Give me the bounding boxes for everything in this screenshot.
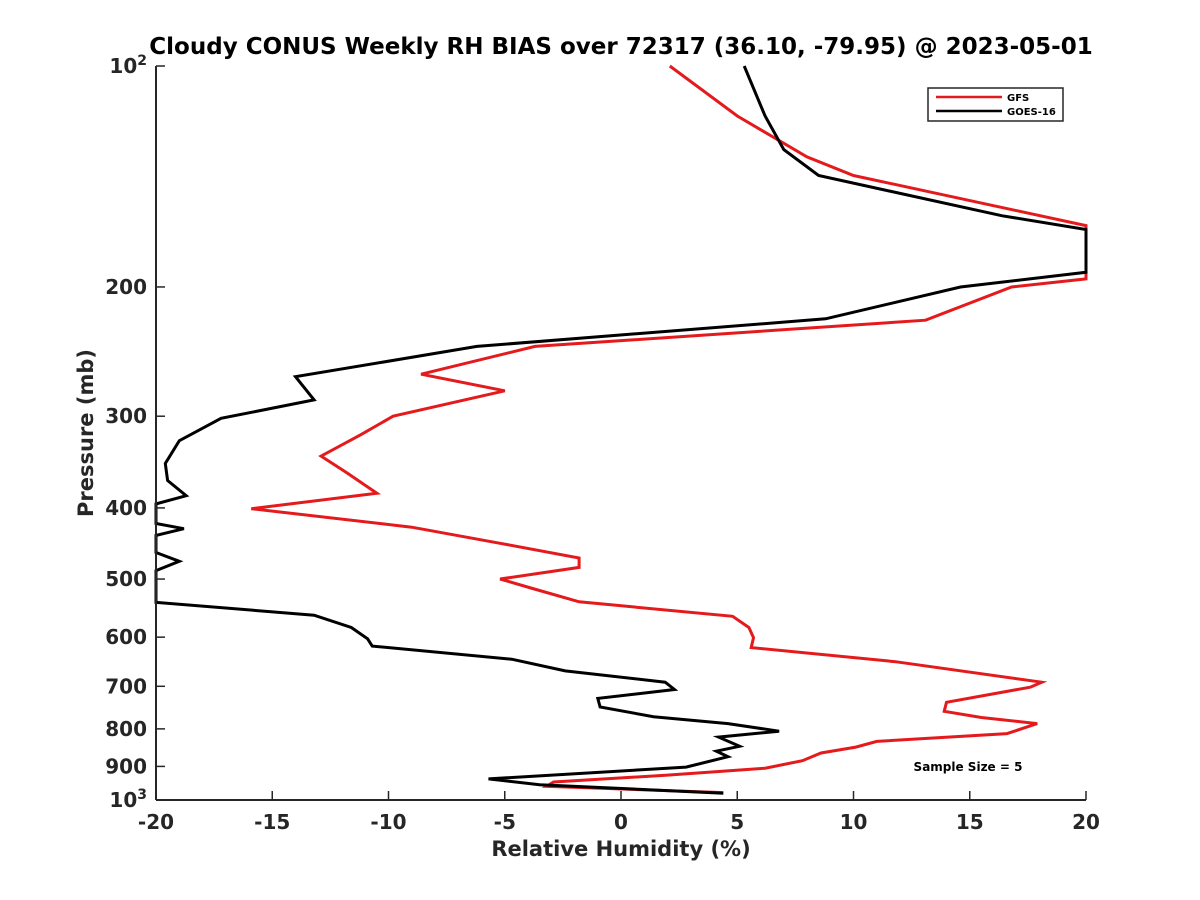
y-axis-label: Pressure (mb) bbox=[74, 349, 98, 517]
legend: GFS GOES-16 bbox=[927, 87, 1064, 122]
legend-label-gfs: GFS bbox=[1007, 93, 1029, 104]
chart-title: Cloudy CONUS Weekly RH BIAS over 72317 (… bbox=[149, 34, 1092, 60]
x-tick-label: 20 bbox=[1072, 810, 1100, 834]
x-tick-label: -5 bbox=[494, 810, 516, 834]
x-tick-label: -15 bbox=[254, 810, 290, 834]
x-tick-label: 15 bbox=[956, 810, 984, 834]
series-layer bbox=[154, 64, 1088, 795]
series-line-goes16 bbox=[154, 65, 1088, 795]
x-axis-label: Relative Humidity (%) bbox=[491, 837, 750, 861]
x-tick-label: 0 bbox=[614, 810, 628, 834]
y-tick-label: 200 bbox=[105, 275, 147, 299]
y-tick-label: 300 bbox=[105, 404, 147, 428]
y-tick-label: 700 bbox=[105, 674, 147, 698]
sample-size-annotation: Sample Size = 5 bbox=[914, 760, 1023, 774]
x-tick-label: -20 bbox=[138, 810, 174, 834]
y-tick-label: 900 bbox=[105, 754, 147, 778]
legend-box bbox=[927, 87, 1064, 122]
series-line-gfs bbox=[251, 64, 1088, 795]
legend-label-goes16: GOES-16 bbox=[1007, 107, 1056, 118]
x-tick-label: 5 bbox=[730, 810, 744, 834]
x-ticks: -20 -15 -10 -5 0 5 10 15 20 bbox=[138, 791, 1100, 834]
x-tick-label: 10 bbox=[840, 810, 868, 834]
y-tick-label: 500 bbox=[105, 567, 147, 591]
y-tick-label: 400 bbox=[105, 496, 147, 520]
y-tick-label: 600 bbox=[105, 625, 147, 649]
y-tick-label: 800 bbox=[105, 717, 147, 741]
x-tick-label: -10 bbox=[370, 810, 406, 834]
